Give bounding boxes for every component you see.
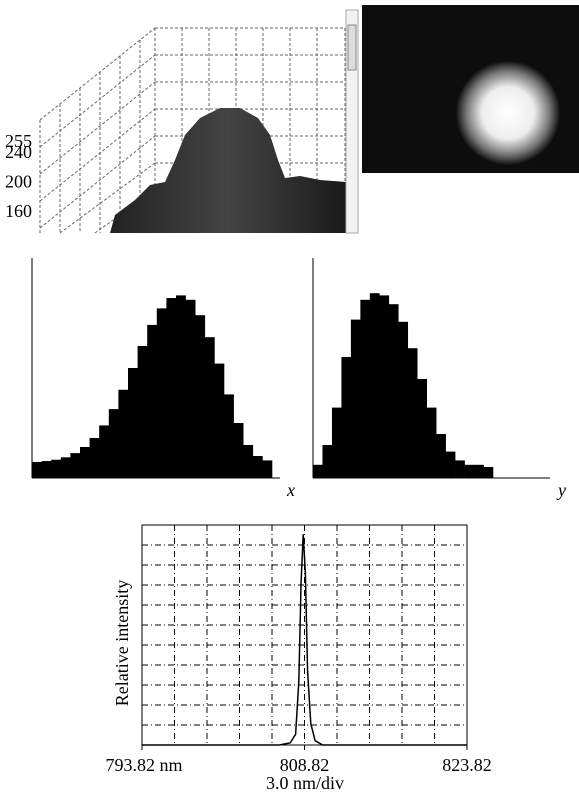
profile-bar xyxy=(166,298,177,478)
profile-bar xyxy=(99,425,110,478)
profile-bar xyxy=(41,461,52,478)
profile-bar xyxy=(369,293,380,478)
profile-bar xyxy=(89,437,100,478)
profile-bar xyxy=(118,389,129,478)
profile-bar xyxy=(445,451,456,478)
profile-bar xyxy=(331,407,342,478)
profile-bar xyxy=(243,445,254,478)
profile-bar xyxy=(379,295,390,478)
profile-bar xyxy=(474,464,484,478)
profile-bar xyxy=(147,324,158,478)
profile-bar xyxy=(360,299,371,478)
profile-bar xyxy=(350,319,361,478)
profile-bar xyxy=(436,434,446,478)
profile-bar xyxy=(313,464,323,478)
y-axis-label: Relative intensity xyxy=(112,580,132,706)
x-axis-label: y xyxy=(556,480,566,500)
side-grid xyxy=(39,40,141,233)
scroll-thumb[interactable] xyxy=(347,24,357,71)
z-tick-label: 255 xyxy=(5,131,32,151)
profile-bar xyxy=(417,379,427,478)
profile-bar xyxy=(32,461,42,478)
profile-bar xyxy=(156,308,167,478)
profile-bar xyxy=(398,321,409,478)
profile-bar xyxy=(483,467,494,478)
spectrum-line xyxy=(142,534,467,746)
profile-bar xyxy=(214,363,225,478)
profile-bar xyxy=(60,457,71,478)
profile-bar xyxy=(455,460,465,478)
profile-bar xyxy=(204,337,215,478)
x-axis-label: x xyxy=(286,480,295,500)
x-tick-label: 793.82 nm xyxy=(105,755,182,775)
x-tick-label: 808.82 xyxy=(280,755,330,775)
profile-bar xyxy=(388,304,399,478)
x-axis-label: 3.0 nm/div xyxy=(266,773,344,793)
profile-bar xyxy=(262,460,273,478)
beam-spot xyxy=(456,61,560,165)
profile-bar xyxy=(252,456,263,478)
z-tick-label: 240 xyxy=(5,142,32,162)
profile-bar xyxy=(176,295,186,478)
x-tick-label: 823.82 xyxy=(442,755,492,775)
profile-bar xyxy=(224,394,234,478)
profile-bar xyxy=(108,409,119,478)
profile-bar xyxy=(233,423,244,478)
z-tick-label: 200 xyxy=(5,172,32,192)
z-tick-label: 160 xyxy=(5,201,32,221)
profile-bar xyxy=(426,407,437,478)
profile-bar xyxy=(185,299,196,478)
profile-bar xyxy=(70,453,81,478)
profile-bar xyxy=(407,348,418,478)
profile-bar xyxy=(464,464,475,478)
profile-bar xyxy=(322,445,333,478)
profile-bar xyxy=(128,368,138,478)
profile-bar xyxy=(137,346,148,478)
surface xyxy=(110,108,346,233)
profile-bar xyxy=(341,357,352,478)
profile-bar xyxy=(80,446,90,478)
profile-bar xyxy=(195,315,206,478)
profile-bar xyxy=(51,459,62,478)
